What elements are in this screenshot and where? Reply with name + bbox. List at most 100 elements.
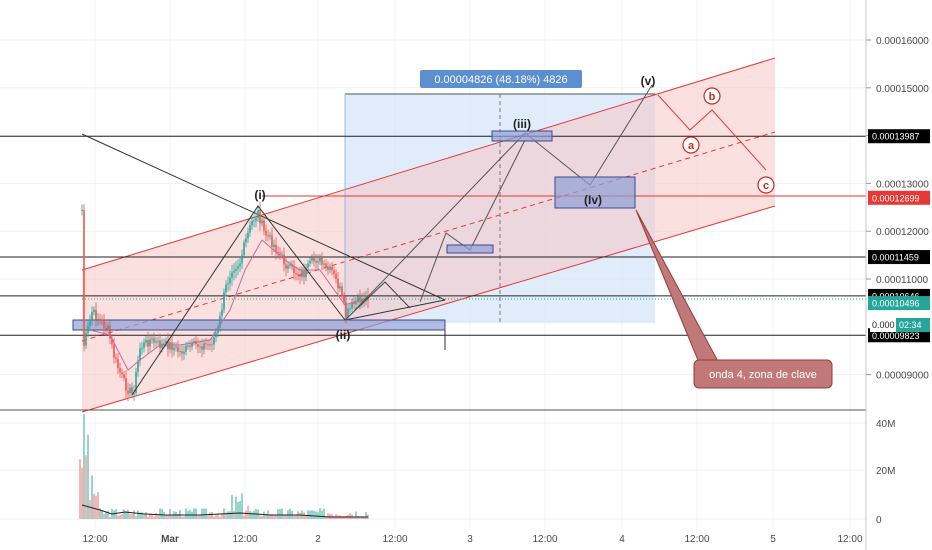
candle-body — [145, 339, 147, 343]
wave-label-c: c — [763, 180, 769, 192]
volume-bar — [313, 510, 315, 519]
volume-bar — [81, 467, 83, 519]
candle-body — [349, 308, 351, 310]
volume-bar — [169, 509, 171, 519]
candle-body — [183, 351, 185, 354]
volume-average-line — [81, 504, 368, 518]
volume-bar — [145, 511, 147, 519]
volume-bar — [193, 508, 195, 519]
channel-lower-line — [81, 205, 776, 413]
candle-body — [359, 296, 361, 303]
candle-body — [87, 325, 89, 333]
time-tick-label: 12:00 — [382, 534, 407, 545]
volume-bar — [161, 508, 163, 519]
volume-bar — [119, 514, 121, 519]
volume-bar — [97, 492, 99, 519]
candle-body — [155, 341, 157, 343]
volume-bar — [283, 514, 285, 519]
volume-bar — [293, 515, 295, 519]
volume-bar — [333, 516, 335, 519]
candle-body — [105, 328, 107, 330]
price-tick-label: 0.00016000 — [876, 36, 929, 47]
callout-text: onda 4, zona de clave — [709, 369, 817, 381]
candle-body — [333, 270, 335, 274]
volume-bar — [141, 512, 143, 519]
volume-bar — [269, 514, 271, 519]
volume-bar — [355, 511, 357, 519]
candle-body — [259, 209, 261, 224]
volume-bar — [103, 513, 105, 519]
volume-bar — [159, 508, 161, 519]
candle-body — [297, 273, 299, 275]
volume-bar — [275, 514, 277, 519]
volume-bar — [91, 475, 93, 519]
time-tick-label: 12:00 — [837, 534, 862, 545]
price-label: 0.00013987 — [872, 132, 920, 142]
volume-bar — [307, 510, 309, 519]
candle-body — [151, 338, 153, 340]
candle-body — [295, 273, 297, 275]
candle-body — [313, 257, 315, 262]
candle-body — [319, 257, 321, 262]
volume-bar — [225, 512, 227, 519]
candle-body — [335, 273, 337, 279]
candle-body — [309, 260, 311, 264]
volume-bar — [359, 516, 361, 519]
volume-bar — [143, 514, 145, 519]
candle-body — [261, 220, 263, 224]
volume-bar — [137, 510, 139, 519]
candle-body — [271, 235, 273, 247]
wave-count-lines — [131, 205, 346, 396]
callout-box — [693, 359, 833, 389]
volume-bar — [209, 512, 211, 519]
price-label: 0.00010496 — [872, 299, 920, 309]
volume-bar — [203, 508, 205, 519]
candle-body — [201, 346, 203, 350]
candle-body — [99, 318, 101, 320]
candle-body — [161, 343, 163, 348]
volume-bar — [243, 515, 245, 519]
time-tick-label: 3 — [467, 534, 473, 545]
volume-bar — [93, 493, 95, 519]
candle-body — [219, 315, 221, 328]
volume-bar — [89, 500, 91, 519]
volume-bar — [131, 514, 133, 519]
volume-bar — [123, 509, 125, 519]
candle-body — [163, 343, 165, 345]
volume-bar — [231, 494, 233, 519]
candle-body — [189, 345, 191, 347]
time-tick-label: 12:00 — [532, 534, 557, 545]
candle-body — [81, 209, 83, 211]
volume-bar — [79, 459, 81, 519]
candle-body — [357, 296, 359, 303]
wave-circle-c — [757, 176, 775, 194]
volume-bar — [277, 509, 279, 519]
volume-bar — [265, 514, 267, 519]
volume-bar — [177, 514, 179, 519]
candle-body — [293, 266, 295, 274]
candle-body — [159, 340, 161, 348]
candle-body — [205, 343, 207, 345]
wave-circle-a — [682, 136, 700, 154]
time-tick-label: Mar — [161, 534, 179, 545]
candle-body — [257, 209, 259, 218]
candle-body — [177, 346, 179, 352]
volume-bar — [95, 495, 97, 519]
candle-body — [243, 242, 245, 256]
candle-body — [141, 348, 143, 350]
candle-body — [239, 263, 241, 266]
time-axis[interactable]: 12:00 Mar 12:00 2 12:00 3 12:00 4 12:00 5 12:00 — [82, 534, 862, 545]
volume-bar — [285, 514, 287, 519]
price-axis[interactable]: 0.000160000.000150000.000140000.00013000… — [865, 0, 930, 550]
candle-body — [263, 220, 265, 231]
volume-bar — [323, 508, 325, 519]
volume-bar — [365, 512, 367, 519]
candle-body — [95, 309, 97, 320]
candle-body — [197, 344, 199, 347]
candle-body — [229, 277, 231, 284]
candle-body — [225, 284, 227, 293]
wave-label-ii: (ii) — [336, 328, 351, 342]
candle-body — [325, 263, 327, 267]
candle-body — [135, 371, 137, 393]
